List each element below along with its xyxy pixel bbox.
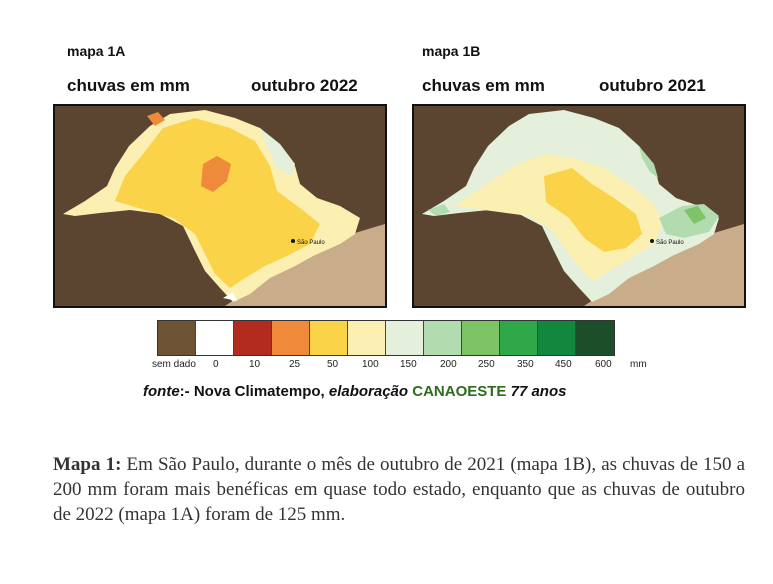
legend-swatch [424, 321, 462, 355]
color-legend [157, 320, 615, 356]
legend-swatch [462, 321, 500, 355]
legend-tick-label: 250 [478, 359, 495, 370]
map-a-city-label: São Paulo [297, 240, 325, 246]
map-b-subtitle-left: chuvas em mm [422, 76, 545, 95]
legend-tick-label: mm [630, 359, 647, 370]
legend-swatch [576, 321, 614, 355]
legend-tick-label: 150 [400, 359, 417, 370]
rainfall-map-b: São Paulo [412, 104, 746, 308]
caption: Mapa 1: Em São Paulo, durante o mês de o… [53, 452, 745, 527]
legend-tick-label: 10 [249, 359, 261, 370]
map-a-subtitle-right: outubro 2022 [251, 76, 358, 95]
legend-swatch [500, 321, 538, 355]
map-b-subtitle-right: outubro 2021 [599, 76, 706, 95]
legend-tick-label: 450 [555, 359, 572, 370]
legend-tick-label: 0 [213, 359, 219, 370]
legend-tick-label: 25 [289, 359, 301, 370]
map-a-graphic: São Paulo [55, 106, 385, 306]
legend-tick-label: 50 [327, 359, 339, 370]
legend-tick-label: 350 [517, 359, 534, 370]
legend-swatch [158, 321, 196, 355]
source-line: fonte:- Nova Climatempo, elaboração CANA… [143, 383, 566, 400]
legend-swatch [234, 321, 272, 355]
legend-tick-label: 100 [362, 359, 379, 370]
source-part1: :- Nova Climatempo, [179, 383, 329, 400]
map-b-title: mapa 1B [422, 43, 481, 59]
legend-swatch [310, 321, 348, 355]
caption-bold: Mapa 1: [53, 454, 122, 475]
map-a-subtitle-left: chuvas em mm [67, 76, 190, 95]
legend-tick-label: 600 [595, 359, 612, 370]
map-b-graphic: São Paulo [414, 106, 744, 306]
legend-swatch [386, 321, 424, 355]
legend-tick-label: sem dado [152, 359, 196, 370]
legend-swatch [272, 321, 310, 355]
source-part4: CANAOESTE [412, 383, 507, 400]
caption-text: Em São Paulo, durante o mês de outubro d… [53, 454, 746, 525]
legend-swatch [196, 321, 234, 355]
source-part5: 77 anos [506, 383, 567, 400]
map-b-city-label: São Paulo [656, 240, 684, 246]
legend-swatch [348, 321, 386, 355]
source-part2: elaboração [328, 383, 409, 400]
legend-swatch [538, 321, 576, 355]
rainfall-map-a: São Paulo [53, 104, 387, 308]
legend-tick-label: 200 [440, 359, 457, 370]
source-prefix: fonte [143, 383, 180, 400]
map-a-title: mapa 1A [67, 43, 126, 59]
